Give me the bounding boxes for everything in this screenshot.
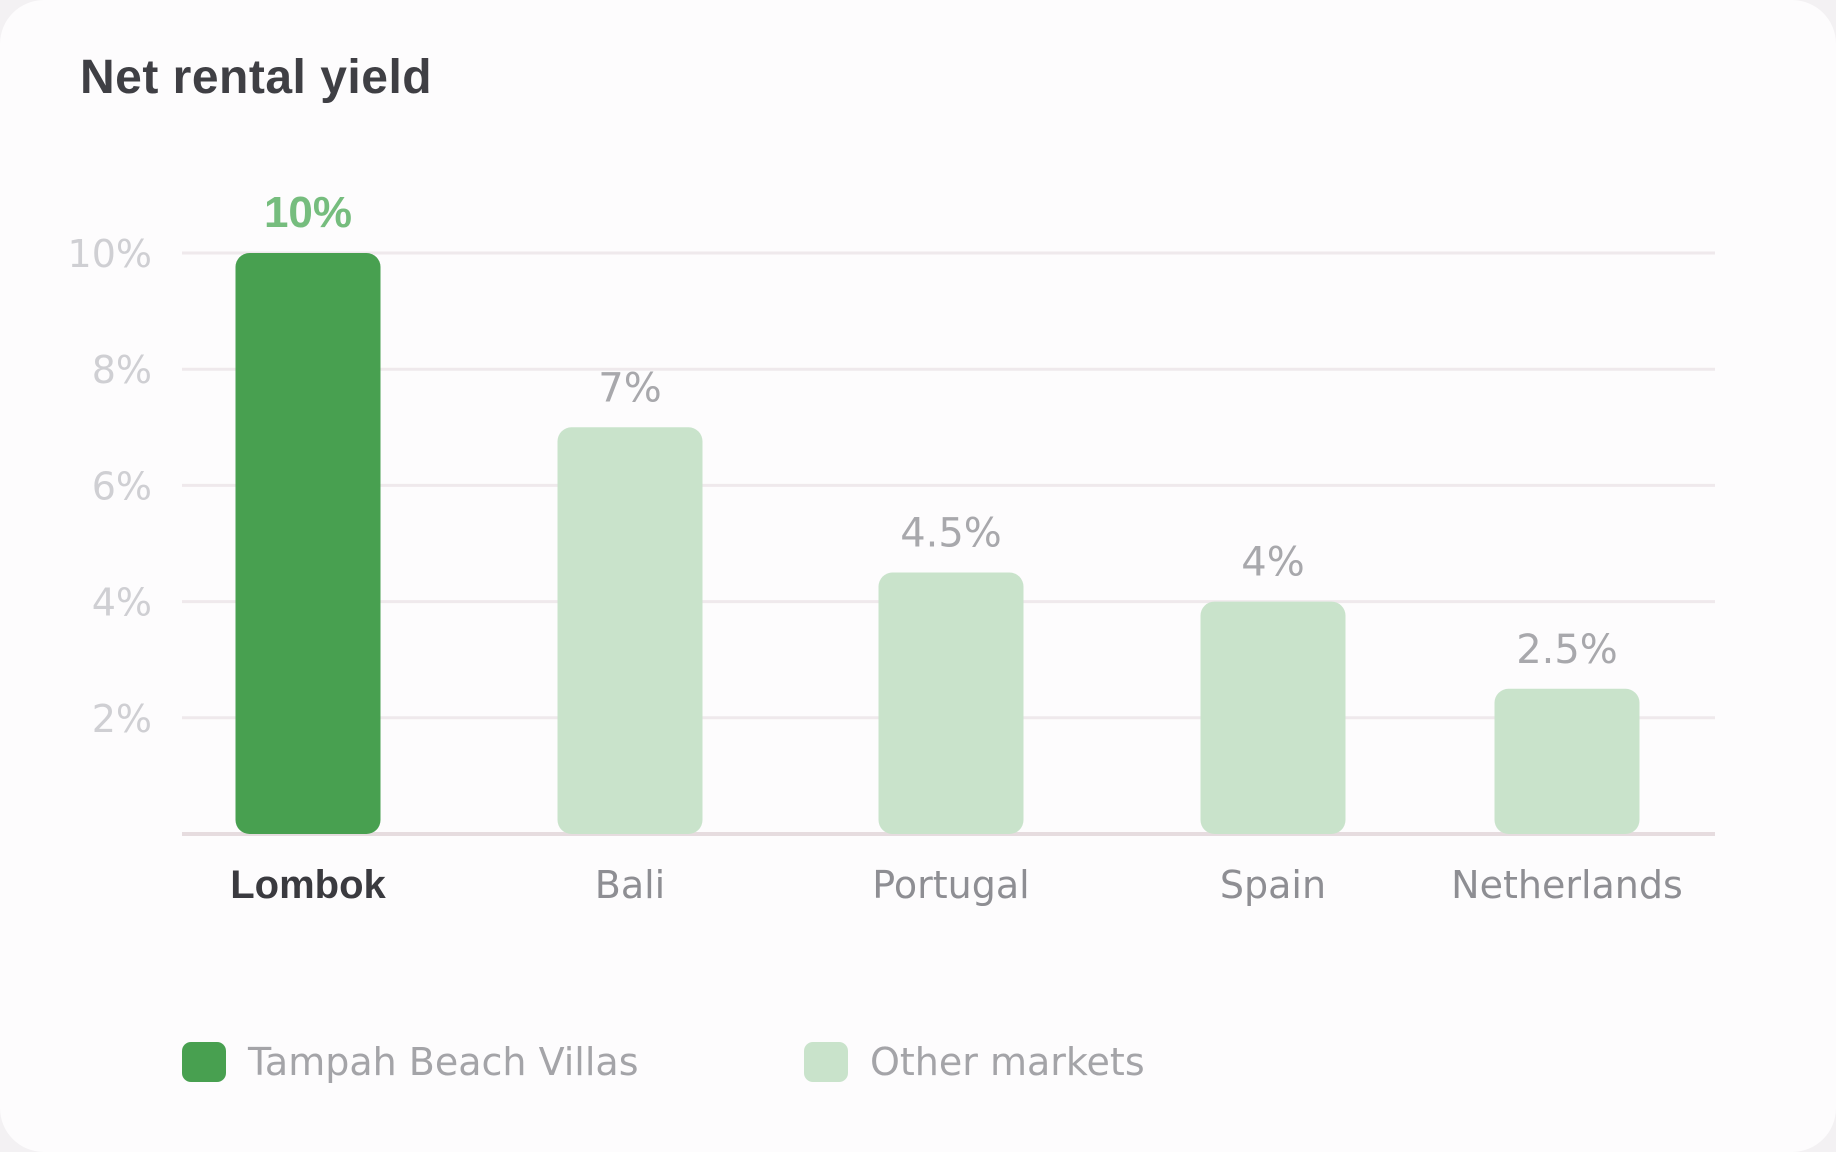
legend-swatch-highlight — [182, 1042, 226, 1082]
y-tick-label: 8% — [92, 348, 152, 392]
bar-portugal — [878, 572, 1024, 834]
y-tick-label: 4% — [92, 581, 152, 625]
category-label: Spain — [1220, 863, 1326, 907]
value-labels: 10% 7% 4.5% 4% 2.5% — [264, 188, 1618, 673]
chart-title: Net rental yield — [80, 51, 433, 104]
category-label: Netherlands — [1451, 863, 1683, 907]
category-label: Portugal — [872, 863, 1029, 907]
x-axis-labels: Lombok Bali Portugal Spain Netherlands — [230, 863, 1683, 907]
category-label: Bali — [595, 863, 665, 907]
value-label: 10% — [264, 188, 352, 237]
value-label: 4.5% — [900, 511, 1002, 557]
bar-netherlands — [1494, 688, 1640, 834]
value-label: 7% — [598, 365, 661, 411]
bar-bali — [557, 427, 703, 834]
bar-spain — [1200, 601, 1346, 834]
legend-label-highlight: Tampah Beach Villas — [248, 1040, 639, 1084]
legend-item-other: Other markets — [804, 1036, 1145, 1088]
y-axis-ticks: 2% 4% 6% 8% 10% — [68, 232, 152, 741]
y-tick-label: 2% — [92, 697, 152, 741]
value-label: 4% — [1241, 540, 1304, 586]
value-label: 2.5% — [1516, 627, 1618, 673]
legend-swatch-other — [804, 1042, 848, 1082]
legend-label-other: Other markets — [870, 1040, 1145, 1084]
y-tick-label: 6% — [92, 464, 152, 508]
category-label: Lombok — [230, 863, 386, 907]
bar-lombok — [235, 253, 381, 834]
y-tick-label: 10% — [68, 232, 152, 276]
legend-item-tampah: Tampah Beach Villas — [182, 1036, 639, 1088]
bars — [235, 253, 1640, 834]
